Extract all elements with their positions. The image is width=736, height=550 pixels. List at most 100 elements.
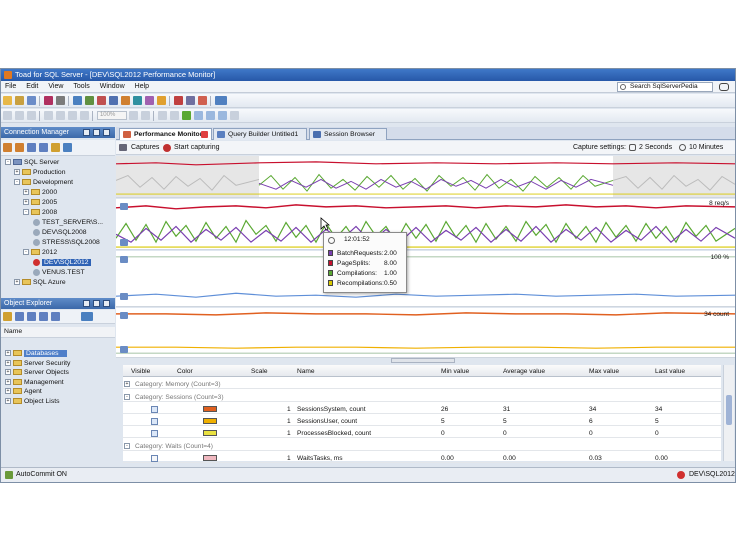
pin-icon[interactable] [83, 300, 90, 307]
pause-icon[interactable] [80, 111, 89, 120]
object-node[interactable]: + Management [5, 378, 64, 386]
layout-icon[interactable] [215, 96, 227, 105]
redo-icon[interactable] [169, 111, 179, 120]
report-icon[interactable] [97, 96, 106, 105]
expand-icon[interactable]: + [5, 397, 11, 404]
object-node-databases[interactable]: + Databases [5, 349, 67, 359]
col-average[interactable]: Average value [503, 368, 546, 375]
expand-icon[interactable]: + [14, 169, 20, 176]
tree-node[interactable]: -2012 [23, 248, 57, 258]
tree-node[interactable]: DEV\SQL2008 [33, 228, 87, 238]
tree-node[interactable]: TEST_SERVER\S... [33, 218, 103, 228]
save-icon[interactable] [27, 96, 36, 105]
interval-dropdown[interactable]: 2 Seconds [639, 144, 673, 151]
tree-node[interactable]: +2005 [23, 199, 58, 206]
connect-all-icon[interactable] [15, 143, 24, 152]
menu-view[interactable]: View [48, 83, 64, 90]
splitter-handle[interactable] [391, 358, 455, 363]
refresh-icon[interactable] [63, 143, 72, 152]
visible-checkbox[interactable] [151, 417, 158, 425]
paste-icon[interactable] [27, 111, 36, 120]
visible-checkbox[interactable] [151, 405, 158, 413]
table-row[interactable]: 1 SessionsUser, count 5 5 6 5 [123, 416, 721, 426]
folder-icon[interactable] [51, 143, 60, 152]
zoom-out-icon[interactable] [140, 111, 150, 120]
details-icon[interactable] [51, 312, 60, 321]
menu-help[interactable]: Help [134, 83, 150, 90]
open-icon[interactable] [15, 96, 24, 105]
schema-icon[interactable] [186, 96, 195, 105]
object-node[interactable]: + Agent [5, 388, 42, 395]
overview-chart[interactable] [116, 156, 735, 198]
duration-dropdown[interactable]: 10 Minutes [689, 144, 724, 151]
run-icon[interactable] [44, 111, 53, 120]
outline-icon[interactable] [229, 111, 239, 120]
color-swatch[interactable] [203, 405, 217, 412]
connect-icon[interactable] [44, 96, 53, 105]
data-icon[interactable] [198, 96, 207, 105]
minimize-icon[interactable] [93, 300, 100, 307]
view-icon[interactable] [81, 312, 93, 321]
expand-icon[interactable]: + [5, 350, 11, 357]
expand-icon[interactable]: + [5, 369, 11, 376]
cut-icon[interactable] [3, 111, 12, 120]
close-icon[interactable] [103, 300, 110, 307]
expand-icon[interactable]: + [124, 380, 130, 387]
tree-node[interactable]: -2008 [23, 208, 57, 218]
collapse-icon[interactable]: - [5, 159, 11, 166]
expand-icon[interactable]: + [5, 359, 11, 366]
table-row[interactable]: 1 WaitsTasks, ms 0.00 0.00 0.03 0.00 [123, 453, 721, 463]
project-icon[interactable] [157, 96, 166, 105]
tree-node[interactable]: + Production [14, 169, 66, 176]
cpu-chart[interactable]: 100 % [116, 251, 735, 307]
tree-node-selected[interactable]: DEV\SQL2012 [33, 258, 91, 268]
col-scale[interactable]: Scale [251, 368, 268, 375]
grid-scrollbar[interactable] [723, 365, 734, 461]
table-row[interactable]: 1 ProcessesBlocked, count 0 0 0 0 [123, 428, 721, 438]
execute-icon[interactable] [181, 111, 191, 120]
visible-checkbox[interactable] [151, 454, 158, 462]
menu-window[interactable]: Window [99, 83, 125, 90]
tree-node[interactable]: STRESS\SQL2008 [33, 238, 100, 248]
sync-icon[interactable] [121, 96, 130, 105]
expand-icon[interactable]: + [23, 189, 29, 196]
close-tab-icon[interactable] [201, 131, 208, 138]
color-swatch[interactable] [203, 429, 217, 436]
color-swatch[interactable] [203, 417, 217, 424]
tab-query-builder[interactable]: Query Builder Untitled1 [213, 128, 307, 140]
tree-node[interactable]: VENUS.TEST [33, 268, 85, 278]
collapse-icon[interactable]: - [23, 209, 29, 216]
menu-file[interactable]: File [5, 83, 17, 90]
col-min[interactable]: Min value [441, 368, 470, 375]
col-last[interactable]: Last value [655, 368, 686, 375]
sessions-chart[interactable]: 34 count [116, 308, 735, 358]
binoculars-icon[interactable] [719, 83, 729, 91]
autocommit-toggle[interactable]: AutoCommit ON [16, 471, 67, 478]
copy-icon[interactable] [15, 111, 24, 120]
captures-button[interactable]: Captures [131, 144, 160, 151]
zoom-down-icon[interactable] [120, 346, 128, 353]
col-color[interactable]: Color [177, 368, 193, 375]
scrollbar-thumb[interactable] [726, 395, 732, 425]
menu-edit[interactable]: Edit [26, 83, 39, 90]
category-row[interactable]: + Category: Memory (Count=3) [123, 379, 721, 389]
refresh-icon[interactable] [27, 312, 36, 321]
editor-icon[interactable] [73, 96, 82, 105]
grid-icon[interactable] [85, 96, 94, 105]
tab-session-browser[interactable]: Session Browser [309, 128, 387, 140]
tool-icon[interactable] [174, 96, 183, 105]
expand-icon[interactable]: + [23, 199, 29, 206]
category-row[interactable]: - Category: Waits (Count=4) [123, 441, 721, 451]
zoom-down-icon[interactable] [120, 239, 128, 246]
script-icon[interactable] [39, 312, 48, 321]
format-icon[interactable] [205, 111, 215, 120]
disconnect-icon[interactable] [27, 143, 36, 152]
table-row[interactable]: 1 SessionsSystem, count 26 31 34 34 [123, 404, 721, 414]
object-node[interactable]: + Server Objects [5, 369, 69, 376]
tree-node[interactable]: - SQL Server [5, 158, 59, 168]
close-icon[interactable] [103, 129, 110, 136]
collapse-icon[interactable]: - [124, 393, 130, 400]
minimize-icon[interactable] [93, 129, 100, 136]
menu-tools[interactable]: Tools [73, 83, 90, 90]
search-input[interactable]: Search SqlServerPedia [617, 82, 713, 92]
